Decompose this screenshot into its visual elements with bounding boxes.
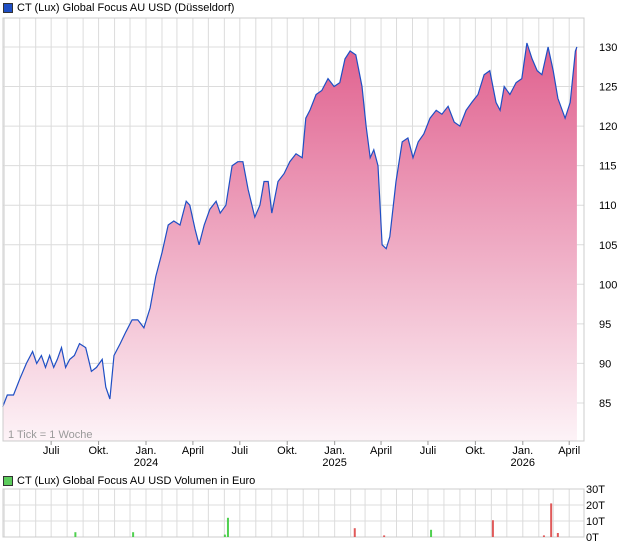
price-line [2, 42, 578, 408]
vol-y-tick-label: 20T [586, 500, 605, 512]
y-tick-label: 120 [599, 121, 617, 133]
x-tick-year: 2026 [511, 457, 535, 469]
x-tick-label: Jan. [512, 445, 533, 457]
vol-y-tick-label: 30T [586, 484, 605, 496]
volume-bar [74, 532, 77, 537]
x-tick-label: Okt. [465, 445, 485, 457]
y-tick-label: 115 [599, 161, 617, 173]
volume-bar [226, 517, 229, 537]
volume-bar [542, 535, 545, 537]
price-chart-title: CT (Lux) Global Focus AU USD (Düsseldorf… [17, 2, 235, 14]
plot-frame [2, 17, 585, 442]
volume-bar [383, 535, 386, 537]
volume-bar [132, 532, 135, 537]
y-tick-label: 85 [599, 398, 611, 410]
y-tick-label: 130 [599, 42, 617, 54]
vol-y-tick-label: 10T [586, 516, 605, 528]
y-tick-label: 90 [599, 358, 611, 370]
volume-bar [491, 520, 494, 537]
volume-bar [223, 534, 226, 537]
volume-chart-title: CT (Lux) Global Focus AU USD Volumen in … [17, 475, 256, 487]
y-tick-label: 110 [599, 200, 617, 212]
volume-bar [430, 529, 433, 537]
y-tick-label: 125 [599, 82, 617, 94]
x-tick-label: Okt. [277, 445, 297, 457]
price-legend: CT (Lux) Global Focus AU USD (Düsseldorf… [3, 2, 234, 14]
tick-note: 1 Tick = 1 Woche [8, 429, 92, 441]
volume-legend: CT (Lux) Global Focus AU USD Volumen in … [3, 475, 255, 487]
x-tick-label: Juli [43, 445, 60, 457]
x-tick-label: Juli [232, 445, 249, 457]
volume-bar [353, 528, 356, 537]
volume-legend-swatch [3, 476, 13, 486]
x-tick-label: April [370, 445, 392, 457]
x-tick-label: Jan. [136, 445, 157, 457]
y-tick-label: 105 [599, 240, 617, 252]
x-tick-label: Okt. [88, 445, 108, 457]
vol-frame [2, 488, 585, 538]
x-tick-label: April [182, 445, 204, 457]
vol-y-tick-label: 0T [586, 532, 599, 544]
x-tick-label: Juli [420, 445, 437, 457]
price-legend-swatch [3, 3, 13, 13]
volume-bar [550, 503, 553, 537]
price-area [2, 43, 577, 441]
x-tick-label: April [558, 445, 580, 457]
x-tick-year: 2024 [134, 457, 158, 469]
x-tick-label: Jan. [324, 445, 345, 457]
y-tick-label: 95 [599, 319, 611, 331]
x-tick-year: 2025 [322, 457, 346, 469]
volume-bar [556, 533, 559, 537]
y-tick-label: 100 [599, 279, 617, 291]
